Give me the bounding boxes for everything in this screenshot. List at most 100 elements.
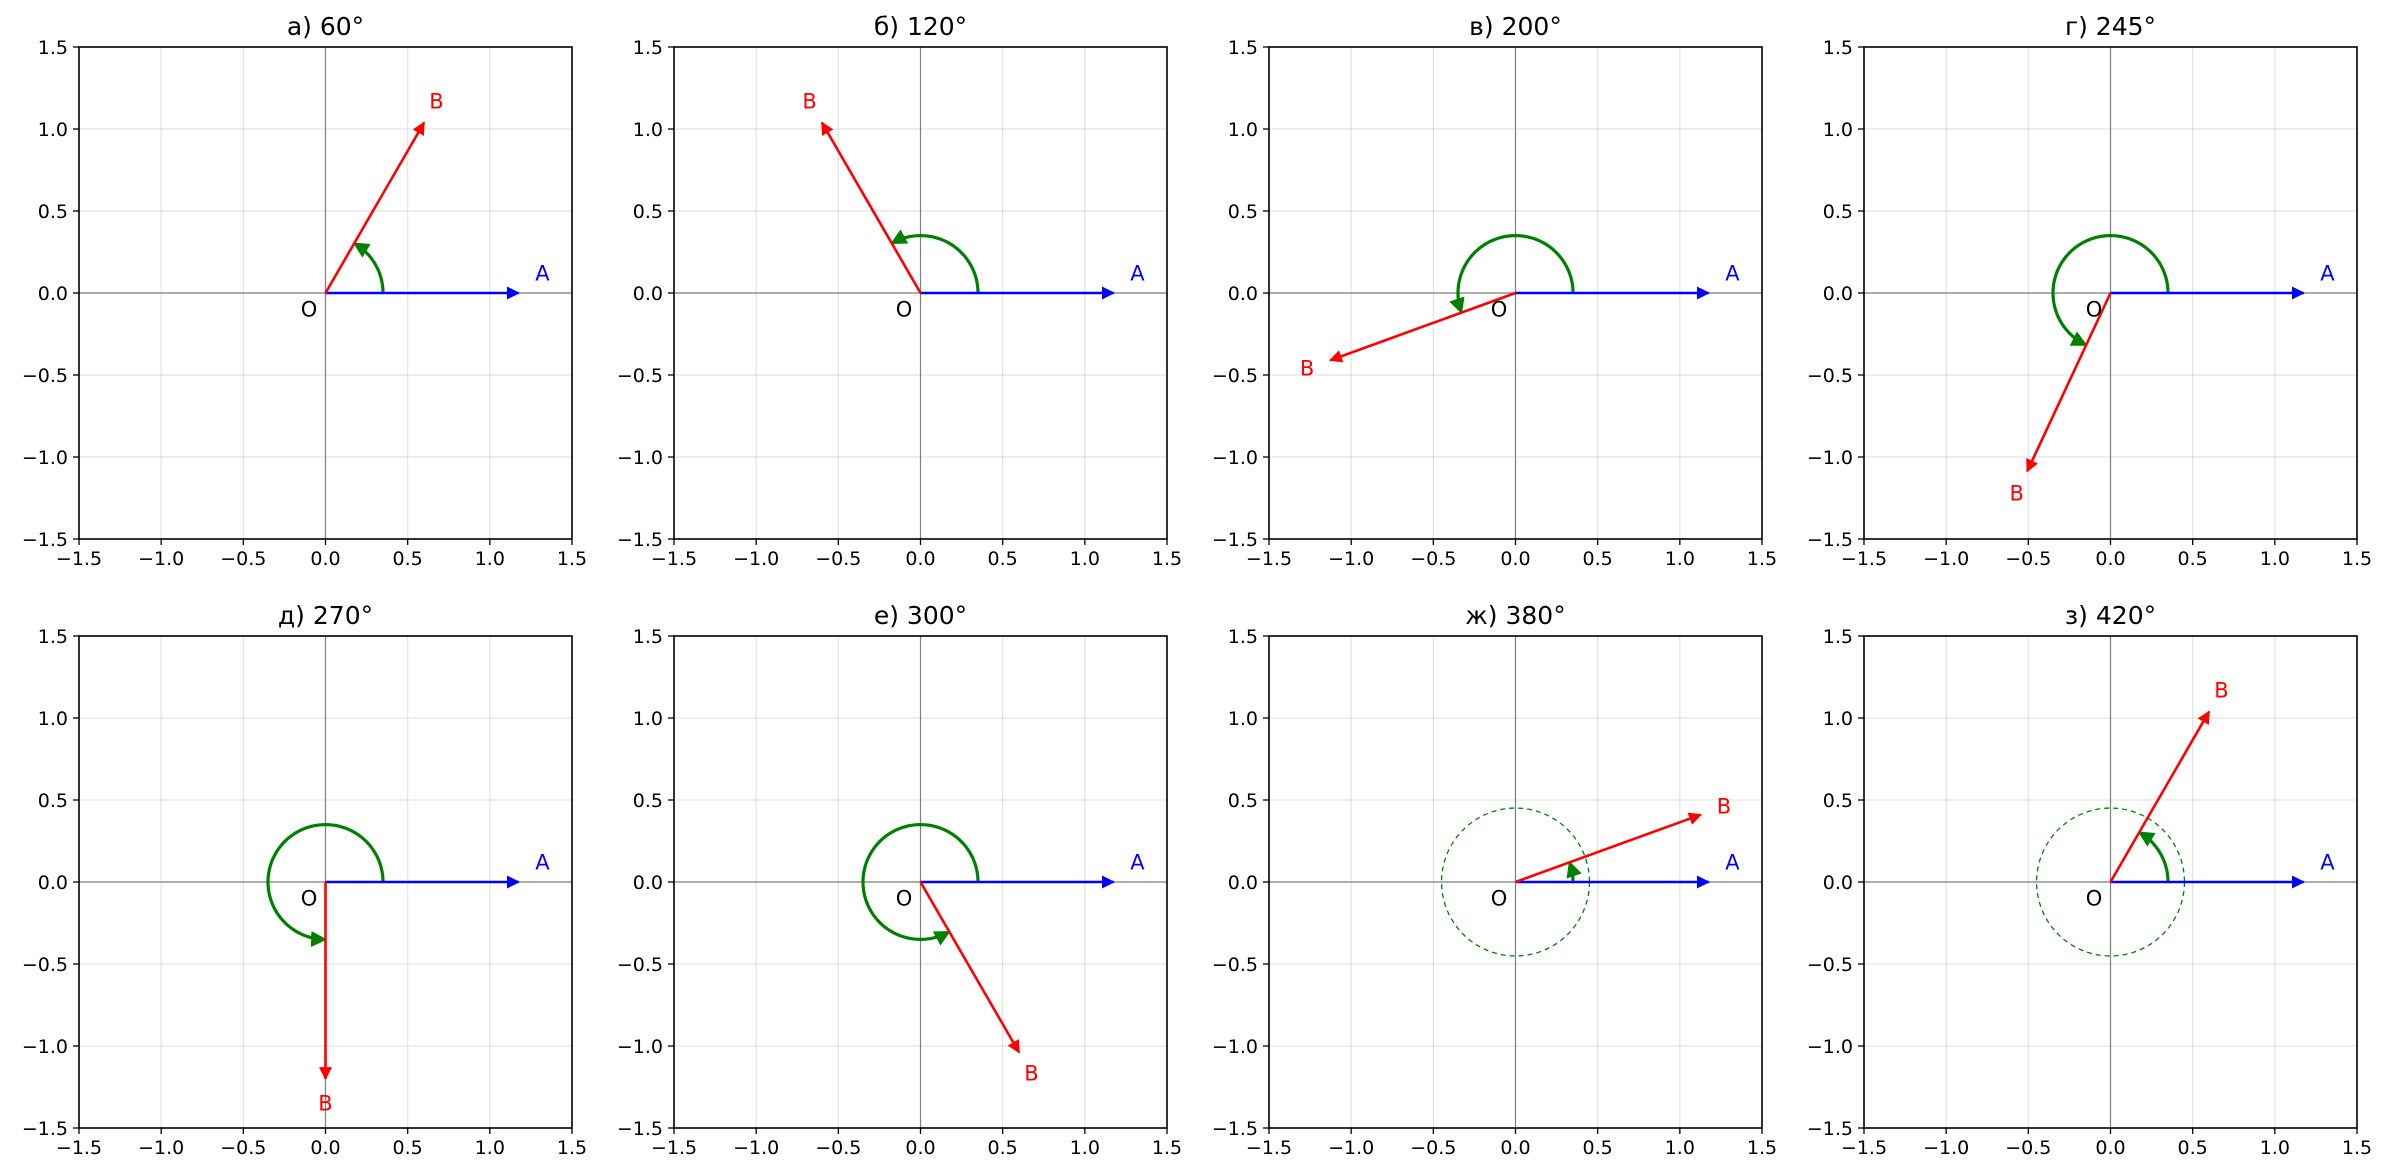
x-tick-label: 0.5 [1583, 548, 1613, 570]
y-tick-label: −1.5 [22, 1118, 68, 1140]
y-tick-label: 0.5 [38, 201, 68, 223]
point-b-label: B [2010, 482, 2024, 506]
y-tick-label: −1.0 [22, 447, 68, 469]
x-tick-label: 0.0 [310, 1137, 340, 1159]
y-tick-label: −0.5 [1807, 954, 1853, 976]
origin-label: O [2086, 297, 2103, 321]
y-tick-label: 0.0 [1228, 283, 1258, 305]
x-tick-label: −1.0 [138, 548, 184, 570]
origin-label: O [1491, 886, 1508, 910]
chart-title: а) 60° [287, 12, 364, 41]
x-tick-label: 1.5 [557, 548, 587, 570]
angle-panel: −1.5−1.5 −1.0 −1.0 −0.5 −0.5 0.0 0.0 0.5 0.5 1.0 1… [22, 12, 587, 570]
rotation-arc [890, 229, 980, 294]
vector-b-arrow [1328, 291, 1516, 363]
x-tick-label: −0.5 [2005, 548, 2051, 570]
angle-panel: −1.5−1.5 −1.0 −1.0 −0.5 −0.5 0.0 0.0 0.5 0.5 1.0 1… [1807, 601, 2372, 1159]
x-tick-label: −1.5 [1841, 548, 1887, 570]
rotation-arc [1449, 233, 1575, 315]
rotation-arc [266, 822, 385, 948]
y-tick-label: 0.5 [633, 201, 663, 223]
origin-label: O [301, 297, 318, 321]
x-tick-label: 0.0 [2095, 1137, 2125, 1159]
y-tick-label: 1.5 [38, 37, 68, 59]
y-tick-label: 1.0 [38, 119, 68, 141]
x-tick-label: −1.0 [138, 1137, 184, 1159]
x-tick-label: 0.5 [988, 548, 1018, 570]
y-tick-label: −1.0 [617, 447, 663, 469]
x-tick-label: −1.0 [733, 1137, 779, 1159]
x-tick-label: −1.5 [56, 1137, 102, 1159]
y-tick-label: 1.0 [1228, 708, 1258, 730]
y-tick-label: 1.0 [633, 119, 663, 141]
point-a-label: A [1130, 261, 1145, 285]
y-tick-label: −1.0 [1212, 447, 1258, 469]
x-tick-label: 1.0 [2260, 548, 2290, 570]
y-tick-label: 1.0 [38, 708, 68, 730]
y-tick-label: 1.5 [633, 37, 663, 59]
origin-label: O [2086, 886, 2103, 910]
point-b-label: B [318, 1091, 332, 1115]
x-tick-label: 0.5 [2178, 548, 2208, 570]
y-tick-label: 0.5 [633, 790, 663, 812]
point-b-label: B [1024, 1062, 1038, 1086]
point-b-label: B [802, 89, 816, 113]
rotation-arc [1566, 860, 1582, 883]
y-tick-label: 1.5 [1228, 626, 1258, 648]
x-tick-label: −1.0 [1923, 548, 1969, 570]
point-a-label: A [535, 850, 550, 874]
y-tick-label: −1.0 [22, 1036, 68, 1058]
y-tick-label: 0.5 [1228, 201, 1258, 223]
y-tick-label: 0.0 [38, 872, 68, 894]
x-tick-label: −0.5 [220, 548, 266, 570]
rotation-arc [861, 822, 980, 946]
y-tick-label: −1.0 [1807, 1036, 1853, 1058]
x-tick-label: 0.0 [1500, 1137, 1530, 1159]
y-tick-label: −0.5 [1807, 365, 1853, 387]
rotation-arc [2137, 830, 2170, 883]
y-tick-label: 0.5 [38, 790, 68, 812]
x-tick-label: 0.5 [988, 1137, 1018, 1159]
y-tick-label: −0.5 [1212, 365, 1258, 387]
x-tick-label: 0.0 [1500, 548, 1530, 570]
x-tick-label: 0.0 [2095, 548, 2125, 570]
y-tick-label: 0.0 [1823, 872, 1853, 894]
chart-title: в) 200° [1469, 12, 1562, 41]
x-tick-label: −1.5 [56, 548, 102, 570]
y-tick-label: 0.0 [1823, 283, 1853, 305]
x-tick-label: 1.5 [2342, 1137, 2372, 1159]
y-tick-label: 0.5 [1823, 201, 1853, 223]
vector-b-arrow [919, 881, 1021, 1054]
point-b-label: B [1717, 794, 1731, 818]
x-tick-label: 1.0 [1070, 1137, 1100, 1159]
angle-panel: −1.5−1.5 −1.0 −1.0 −0.5 −0.5 0.0 0.0 0.5 0.5 1.0 1… [1212, 12, 1777, 570]
y-tick-label: −1.0 [1807, 447, 1853, 469]
x-tick-label: 1.0 [475, 1137, 505, 1159]
y-tick-label: −0.5 [22, 954, 68, 976]
x-tick-label: −0.5 [1410, 1137, 1456, 1159]
point-a-label: A [1725, 850, 1740, 874]
y-tick-label: −1.5 [1807, 1118, 1853, 1140]
rotation-arc [2051, 233, 2170, 347]
y-tick-label: 0.5 [1823, 790, 1853, 812]
chart-title: з) 420° [2065, 601, 2156, 630]
x-tick-label: 1.5 [1152, 548, 1182, 570]
y-tick-label: 1.0 [633, 708, 663, 730]
x-tick-label: 0.0 [905, 1137, 935, 1159]
x-tick-label: 1.0 [1665, 1137, 1695, 1159]
rotation-arc [352, 241, 385, 294]
angle-panel: −1.5−1.5 −1.0 −1.0 −0.5 −0.5 0.0 0.0 0.5 0.5 1.0 1… [22, 601, 587, 1159]
y-tick-label: 1.5 [633, 626, 663, 648]
y-tick-label: −1.0 [617, 1036, 663, 1058]
y-tick-label: 0.0 [38, 283, 68, 305]
x-tick-label: 1.0 [475, 548, 505, 570]
vector-b-arrow [820, 121, 922, 294]
x-tick-label: 1.5 [2342, 548, 2372, 570]
vector-b-arrow [1515, 812, 1703, 884]
origin-label: O [896, 297, 913, 321]
y-tick-label: 1.0 [1823, 119, 1853, 141]
y-tick-label: −1.5 [1212, 529, 1258, 551]
point-a-label: A [2320, 850, 2335, 874]
angle-panel: −1.5−1.5 −1.0 −1.0 −0.5 −0.5 0.0 0.0 0.5 0.5 1.0 1… [617, 601, 1182, 1159]
point-a-label: A [1725, 261, 1740, 285]
